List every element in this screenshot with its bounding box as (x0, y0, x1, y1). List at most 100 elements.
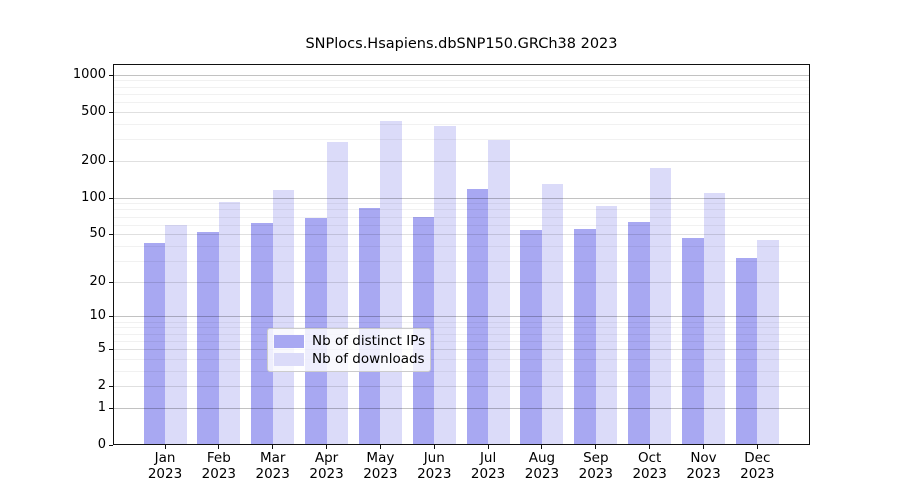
chart-title: SNPlocs.Hsapiens.dbSNP150.GRCh38 2023 (305, 36, 618, 52)
y-tick-label-10: 10 (89, 308, 106, 324)
x-tick-year: 2023 (470, 465, 506, 482)
x-tick-month: May (366, 450, 395, 466)
x-tick-year: 2023 (686, 465, 721, 482)
x-tick-month: Feb (206, 450, 231, 466)
bar-downloads-sep (595, 205, 618, 445)
x-tick-month: Dec (744, 450, 771, 466)
x-tick-mark-sep (595, 445, 597, 449)
bar-ips-aug (520, 230, 542, 445)
gridline-50 (113, 234, 810, 236)
x-tick-label-apr: Apr 2023 (292, 450, 362, 482)
y-tick-label-2: 2 (97, 378, 106, 394)
bar-downloads-jan (165, 224, 187, 445)
y-tick-mark-20 (109, 281, 113, 283)
x-tick-label-mar: Mar 2023 (238, 450, 308, 482)
gridline-minor (113, 209, 810, 211)
x-tick-mark-oct (649, 445, 651, 449)
bar-downloads-jul (488, 140, 510, 445)
x-tick-mark-jun (433, 445, 435, 449)
bar-downloads-dec (757, 239, 779, 445)
x-tick-year: 2023 (740, 465, 775, 482)
bar-downloads-apr (326, 141, 349, 445)
y-tick-mark-200 (109, 160, 113, 162)
bar-ips-nov (682, 237, 704, 445)
gridline-2 (113, 386, 810, 388)
x-tick-month: Oct (637, 450, 662, 466)
gridline-minor (113, 224, 810, 226)
bar-downloads-jun (434, 125, 456, 445)
bar-downloads-aug (541, 184, 564, 445)
y-tick-label-1000: 1000 (72, 66, 106, 82)
gridline-minor (113, 340, 810, 342)
x-tick-label-may: May 2023 (345, 450, 415, 482)
x-tick-label-jun: Jun 2023 (399, 450, 469, 482)
x-tick-month: Jun (423, 450, 445, 466)
x-tick-label-sep: Sep 2023 (561, 450, 631, 482)
bar-ips-oct (628, 222, 650, 445)
y-tick-mark-100 (109, 197, 113, 199)
x-tick-mark-jan (164, 445, 166, 449)
x-tick-label-feb: Feb 2023 (184, 450, 254, 482)
gridline-minor (113, 327, 810, 329)
bar-ips-jul (466, 188, 489, 445)
y-tick-label-500: 500 (81, 103, 106, 119)
legend-label-distinct-ips: Nb of distinct IPs (312, 333, 426, 349)
x-tick-year: 2023 (309, 465, 344, 482)
bar-ips-mar (251, 222, 273, 445)
gridline-minor (113, 86, 810, 88)
x-tick-month: Aug (528, 450, 556, 466)
gridline-minor (113, 321, 810, 323)
gridline-minor (113, 203, 810, 205)
gridline-minor (113, 260, 810, 262)
x-tick-month: Jan (154, 450, 176, 466)
gridline-10 (113, 316, 810, 318)
x-tick-mark-feb (218, 445, 220, 449)
x-tick-label-dec: Dec 2023 (722, 450, 792, 482)
y-tick-label-100: 100 (81, 189, 106, 205)
gridline-500 (113, 111, 810, 113)
gridline-minor (113, 102, 810, 104)
x-tick-mark-aug (541, 445, 543, 449)
plot-area (113, 64, 810, 445)
bar-ips-dec (735, 257, 758, 445)
x-tick-month: Sep (583, 450, 609, 466)
y-tick-mark-10 (109, 316, 113, 318)
legend-swatch-downloads (274, 352, 304, 366)
gridline-20 (113, 281, 810, 283)
y-tick-label-50: 50 (89, 226, 106, 242)
gridline-minor (113, 80, 810, 82)
legend-item-distinct-ips: Nb of distinct IPs (274, 333, 426, 349)
gridline-1000 (113, 74, 810, 76)
legend-swatch-distinct-ips (274, 334, 304, 348)
gridline-200 (113, 160, 810, 162)
bar-downloads-mar (272, 190, 295, 445)
bar-ips-sep (574, 229, 596, 445)
gridline-minor (113, 139, 810, 141)
gridline-5 (113, 348, 810, 350)
x-tick-month: Apr (314, 450, 339, 466)
x-tick-year: 2023 (363, 465, 398, 482)
legend-item-downloads: Nb of downloads (274, 351, 425, 367)
y-tick-mark-50 (109, 234, 113, 236)
gridline-100 (113, 197, 810, 199)
y-tick-mark-500 (109, 111, 113, 113)
y-tick-mark-1000 (109, 74, 113, 76)
x-tick-month: Nov (690, 450, 717, 466)
legend: Nb of distinct IPs Nb of downloads (267, 328, 431, 372)
x-tick-month: Mar (259, 450, 286, 466)
x-tick-label-aug: Aug 2023 (507, 450, 577, 482)
y-tick-label-1: 1 (97, 399, 106, 415)
x-tick-mark-mar (272, 445, 274, 449)
x-tick-year: 2023 (255, 465, 290, 482)
x-tick-year: 2023 (524, 465, 560, 482)
x-tick-year: 2023 (632, 465, 667, 482)
bar-downloads-feb (218, 201, 241, 445)
x-tick-label-oct: Oct 2023 (615, 450, 685, 482)
x-tick-label-nov: Nov 2023 (669, 450, 739, 482)
gridline-minor (113, 358, 810, 360)
x-tick-label-jul: Jul 2023 (453, 450, 523, 482)
legend-label-downloads: Nb of downloads (312, 351, 425, 367)
gridline-minor (113, 333, 810, 335)
bar-ips-jan (143, 243, 165, 445)
